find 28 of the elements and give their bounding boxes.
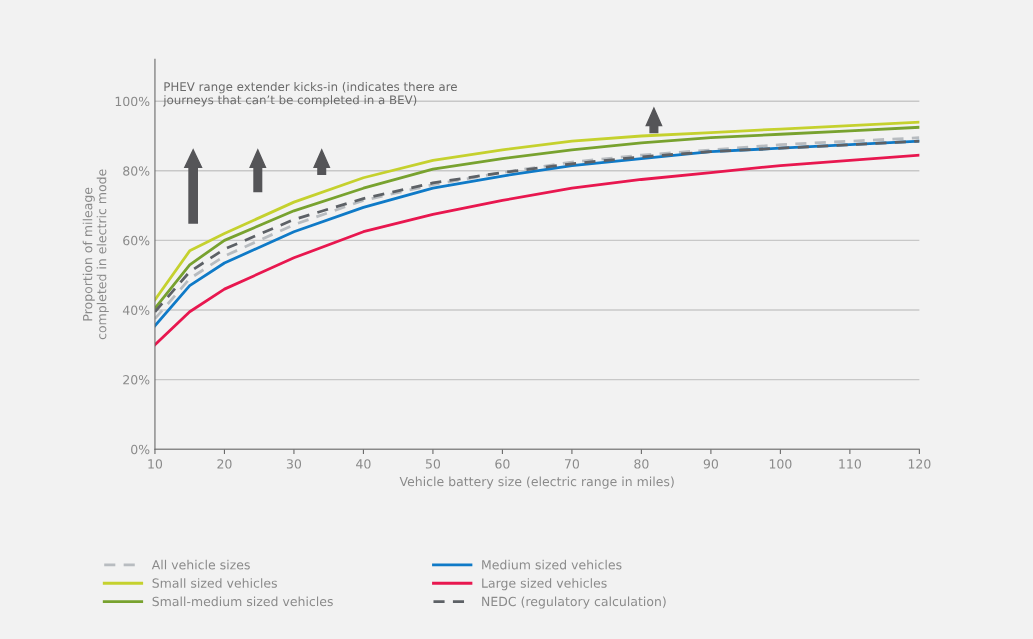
y-tick-label: 40% [122,305,150,315]
x-tick-label: 80 [634,459,649,469]
x-tick-label: 10 [148,459,163,469]
x-axis-title: Vehicle battery size (electric range in miles) [399,476,674,489]
legend-label: NEDC (regulatory calculation) [482,596,666,609]
y-tick-label: 20% [123,375,150,385]
legend-label: Large sized vehicles [482,578,607,591]
x-tick-label: 100 [769,459,792,469]
y-tick-label: 80% [123,166,150,176]
y-tick-label: 60% [123,235,150,246]
x-tick-label: 40 [356,459,371,469]
legend-label: All vehicle sizes [151,559,250,570]
legend-label: Small sized vehicles [152,578,277,588]
x-tick-label: 70 [564,459,580,469]
x-tick-label: 30 [286,459,302,469]
annotation: PHEV range extender kicks-in (indicates there are journeys that can’t be completed in a BEV) [163,81,457,107]
y-tick-label: 0% [131,444,150,455]
legend-label: Small-medium sized vehicles [152,596,333,607]
y-tick-label: 100% [115,96,150,107]
y-axis-title: Proportion of mileage completed in electric mode [82,169,109,340]
x-tick-label: 20 [217,459,232,469]
x-tick-label: 120 [908,459,931,469]
x-tick-label: 50 [425,459,441,469]
legend-label: Medium sized vehicles [482,559,622,570]
x-tick-label: 90 [703,459,719,469]
x-tick-label: 60 [495,459,510,469]
line-series [154,153,920,347]
x-tick-label: 110 [839,459,861,469]
